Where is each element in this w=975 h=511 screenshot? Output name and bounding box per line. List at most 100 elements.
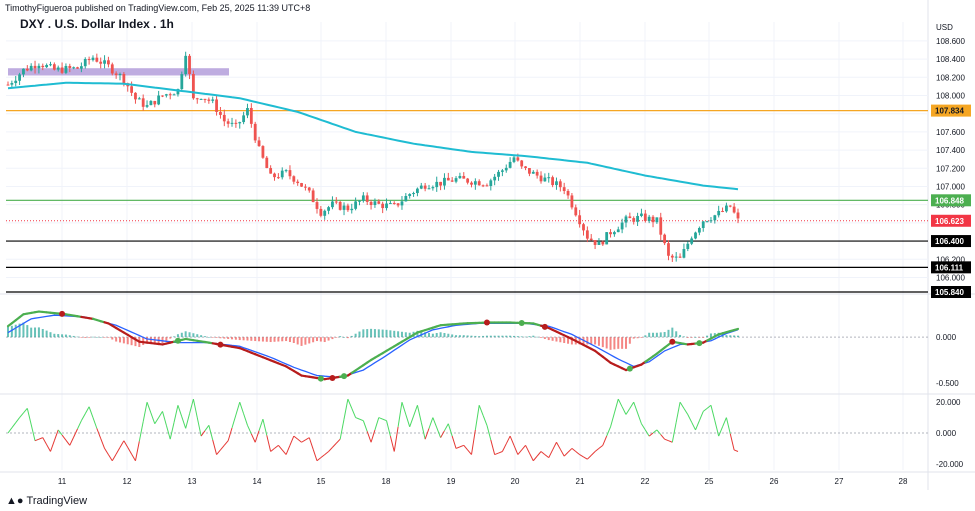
rsi-line-segment	[297, 438, 302, 443]
histogram-bar	[462, 335, 465, 338]
crossover-marker[interactable]	[626, 365, 633, 372]
histogram-bar	[455, 335, 458, 338]
candle-body	[49, 64, 52, 66]
histogram-bar	[165, 337, 168, 341]
rsi-line-segment	[196, 417, 202, 437]
candle-body	[33, 65, 37, 69]
histogram-bar	[644, 335, 647, 338]
histogram-bar	[196, 334, 199, 338]
rsi-line-segment	[250, 433, 256, 443]
histogram-bar	[648, 332, 651, 338]
price-axis[interactable]: USD108.600108.400108.200108.000107.80010…	[931, 23, 971, 469]
rsi-line-segment	[100, 438, 106, 449]
histogram-bar	[331, 337, 334, 340]
rsi-line-segment	[162, 411, 167, 426]
rsi-line-segment	[594, 448, 600, 452]
histogram-bar	[609, 337, 612, 350]
oscillator-signal-line[interactable]	[7, 314, 739, 379]
price-tick-label: 108.400	[936, 55, 965, 64]
histogram-bar	[26, 325, 29, 338]
crossover-marker[interactable]	[329, 374, 336, 381]
rsi-line-segment	[610, 412, 615, 427]
rsi-line-segment	[528, 452, 534, 461]
rsi-line-segment	[637, 412, 642, 424]
histogram-bar	[555, 337, 558, 342]
candle-body	[697, 228, 701, 233]
rsi-line-segment	[84, 406, 90, 414]
rsi-line-segment	[220, 445, 225, 451]
rsi-line-segment	[633, 401, 639, 414]
candle-body	[504, 167, 508, 171]
candle-body	[6, 84, 10, 86]
candle-body	[481, 185, 485, 187]
histogram-bar	[188, 332, 191, 338]
crossover-marker[interactable]	[541, 323, 548, 330]
crossover-marker[interactable]	[341, 373, 348, 380]
price-pane[interactable]	[6, 51, 928, 293]
candle-body	[253, 123, 257, 141]
histogram-bar	[346, 337, 349, 339]
rsi-line-segment	[362, 420, 368, 432]
oscillator-pane[interactable]	[6, 310, 928, 382]
crossover-marker[interactable]	[59, 310, 66, 317]
candle-body	[215, 99, 218, 112]
rsi-line-segment	[127, 447, 133, 455]
candle-body	[694, 232, 697, 239]
rsi-line-segment	[695, 420, 700, 431]
rsi-line-segment	[285, 445, 291, 455]
crossover-marker[interactable]	[518, 319, 525, 326]
candle-body	[520, 160, 524, 167]
crossover-marker[interactable]	[174, 337, 181, 344]
candle-body	[400, 201, 404, 206]
histogram-bar	[547, 337, 550, 341]
crossover-marker[interactable]	[217, 341, 224, 348]
candle-body	[473, 181, 477, 185]
candle-body	[296, 181, 300, 184]
time-axis[interactable]: 11 12 13 14 15 18 19 20 21 22 25 26 27 28	[58, 477, 908, 486]
candle-body	[288, 170, 292, 177]
histogram-bar	[709, 333, 712, 338]
candle-body	[616, 229, 620, 233]
histogram-bar	[130, 337, 133, 346]
histogram-bar	[18, 323, 21, 338]
histogram-bar	[655, 332, 658, 338]
rsi-line-segment	[540, 451, 546, 455]
resistance-zone[interactable]	[8, 68, 229, 76]
rsi-line-segment	[397, 402, 403, 427]
candle-body	[342, 205, 346, 210]
rsi-line-segment	[11, 422, 17, 429]
histogram-bar	[200, 335, 203, 338]
candle-body	[624, 216, 628, 223]
rsi-line-segment	[710, 405, 716, 421]
candle-body	[37, 65, 41, 69]
candle-body	[558, 181, 562, 188]
rsi-line-segment	[50, 440, 55, 452]
histogram-bar	[246, 337, 249, 341]
moving-average-line[interactable]	[7, 81, 739, 191]
histogram-bar	[659, 332, 662, 338]
rsi-line-segment	[621, 406, 627, 415]
oscillator-tick-label: -0.500	[936, 379, 959, 388]
crossover-marker[interactable]	[317, 375, 324, 382]
rsi-line-segment	[617, 398, 623, 408]
candle-body	[161, 95, 164, 97]
crossover-marker[interactable]	[696, 340, 703, 347]
candle-body	[130, 86, 133, 93]
candle-body	[609, 232, 612, 235]
rsi-line-segment	[204, 425, 210, 431]
rsi-line-segment	[386, 420, 391, 437]
candle-body	[682, 249, 686, 258]
histogram-bar	[238, 337, 241, 341]
crossover-marker[interactable]	[669, 338, 676, 345]
histogram-bar	[505, 335, 508, 338]
histogram-bar	[354, 333, 357, 338]
candle-body	[168, 94, 172, 96]
rsi-line-segment	[73, 428, 78, 438]
candle-body	[249, 108, 253, 124]
histogram-bar	[350, 335, 353, 338]
rsi-pane[interactable]	[6, 398, 928, 462]
crossover-marker[interactable]	[483, 319, 490, 326]
rsi-line-segment	[470, 429, 476, 455]
histogram-bar	[516, 336, 519, 338]
